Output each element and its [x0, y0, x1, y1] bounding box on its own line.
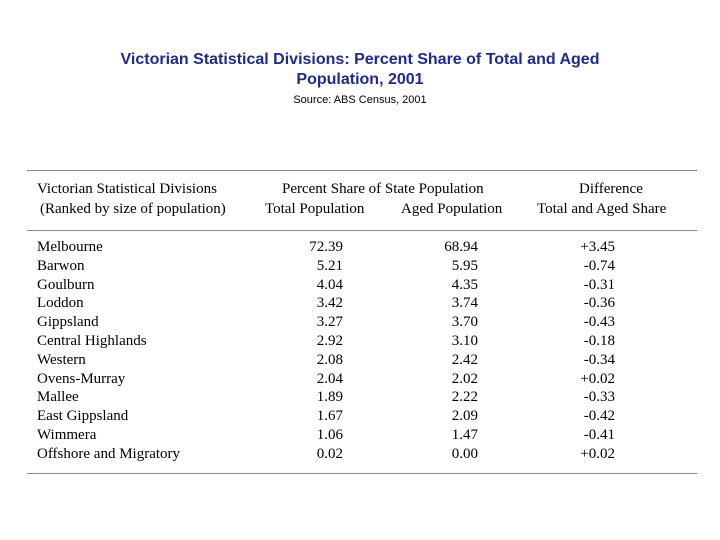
table-top-rule [27, 170, 697, 171]
table-body: Melbourne 72.39 68.94 +3.45 Barwon 5.21 … [0, 238, 720, 464]
row-aged: 4.35 [451, 276, 478, 293]
row-total: 2.08 [316, 351, 343, 368]
row-diff: +0.02 [580, 445, 615, 462]
row-aged: 68.94 [444, 239, 478, 255]
source-note: Source: ABS Census, 2001 [293, 94, 427, 106]
row-aged: 3.74 [451, 295, 478, 312]
title-line-2: Population, 2001 [296, 71, 424, 88]
row-name: Offshore and Migratory [37, 445, 181, 462]
row-diff: -0.41 [583, 426, 615, 443]
row-total: 3.42 [316, 295, 343, 312]
row-diff: -0.18 [583, 332, 615, 349]
row-total: 1.67 [316, 408, 343, 425]
row-total: 1.89 [316, 389, 343, 406]
row-total: 0.02 [316, 445, 343, 462]
header-total-population: Total Population [265, 201, 365, 217]
table-row: Wimmera 1.06 1.47 -0.41 [0, 426, 720, 445]
row-diff: -0.31 [583, 276, 615, 293]
row-diff: +0.02 [580, 370, 615, 387]
row-aged: 3.70 [451, 314, 478, 331]
row-aged: 5.95 [451, 257, 478, 274]
row-name: East Gippsland [37, 408, 129, 425]
table-row: Goulburn 4.04 4.35 -0.31 [0, 276, 720, 295]
row-aged: 2.02 [451, 370, 478, 387]
row-aged: 3.10 [451, 332, 478, 349]
row-diff: -0.42 [583, 408, 615, 425]
table-row: Melbourne 72.39 68.94 +3.45 [0, 238, 720, 257]
table-row: Gippsland 3.27 3.70 -0.43 [0, 313, 720, 332]
row-aged: 0.00 [451, 445, 478, 462]
table-row: Barwon 5.21 5.95 -0.74 [0, 257, 720, 276]
row-total: 72.39 [309, 239, 343, 255]
row-name: Western [37, 351, 86, 368]
row-total: 5.21 [316, 257, 343, 274]
row-name: Ovens-Murray [37, 370, 126, 387]
page-title: Victorian Statistical Divisions: Percent… [40, 50, 680, 90]
row-total: 3.27 [316, 314, 343, 331]
table-row: Mallee 1.89 2.22 -0.33 [0, 388, 720, 407]
row-aged: 1.47 [451, 426, 478, 443]
header-total-and-aged: Total and Aged Share [537, 201, 667, 217]
title-line-1: Victorian Statistical Divisions: Percent… [120, 51, 600, 68]
table-row: East Gippsland 1.67 2.09 -0.42 [0, 407, 720, 426]
table-row: Loddon 3.42 3.74 -0.36 [0, 294, 720, 313]
row-aged: 2.42 [451, 351, 478, 368]
row-name: Barwon [37, 257, 85, 274]
header-percent-share: Percent Share of State Population [282, 181, 484, 197]
table-row: Central Highlands 2.92 3.10 -0.18 [0, 332, 720, 351]
row-name: Goulburn [37, 276, 95, 293]
row-name: Melbourne [37, 239, 103, 255]
table-row: Ovens-Murray 2.04 2.02 +0.02 [0, 370, 720, 389]
row-diff: -0.34 [583, 351, 615, 368]
row-diff: -0.43 [583, 314, 615, 331]
row-name: Gippsland [37, 314, 99, 331]
row-diff: +3.45 [580, 239, 615, 255]
row-diff: -0.74 [583, 257, 615, 274]
header-divisions: Victorian Statistical Divisions [37, 181, 217, 197]
table-row: Offshore and Migratory 0.02 0.00 +0.02 [0, 445, 720, 464]
row-aged: 2.09 [451, 408, 478, 425]
header-aged-population: Aged Population [401, 201, 503, 217]
row-name: Central Highlands [37, 332, 147, 349]
row-name: Loddon [37, 295, 84, 312]
row-total: 2.92 [316, 332, 343, 349]
table-header-rule [27, 230, 697, 231]
row-name: Wimmera [37, 426, 97, 443]
header-difference: Difference [579, 181, 643, 197]
row-total: 1.06 [316, 426, 343, 443]
row-aged: 2.22 [451, 389, 478, 406]
row-name: Mallee [37, 389, 79, 406]
row-diff: -0.33 [583, 389, 615, 406]
header-ranked: (Ranked by size of population) [40, 201, 226, 217]
table-row: Western 2.08 2.42 -0.34 [0, 351, 720, 370]
row-total: 4.04 [316, 276, 343, 293]
row-total: 2.04 [316, 370, 343, 387]
table-bottom-rule [27, 473, 697, 474]
row-diff: -0.36 [583, 295, 615, 312]
